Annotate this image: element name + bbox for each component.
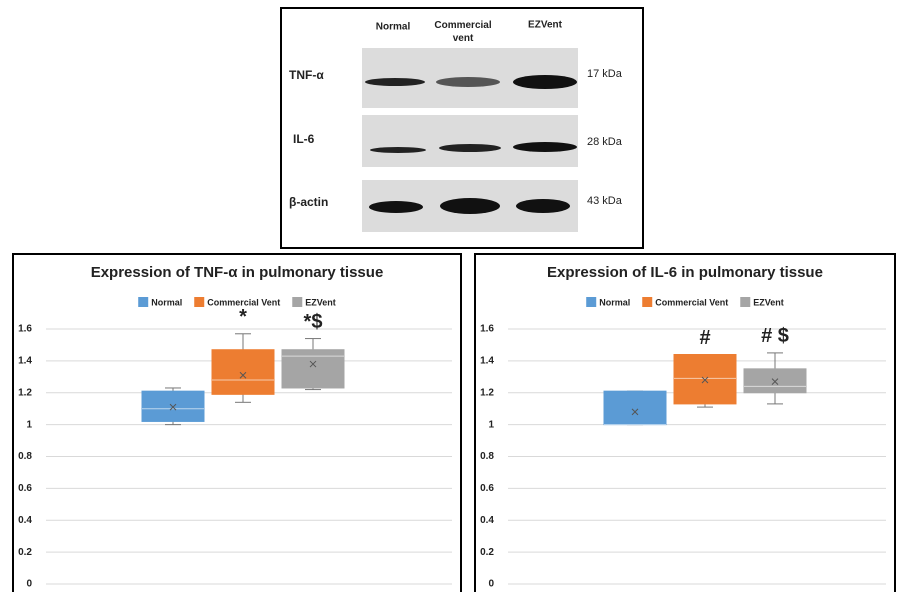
blot-size: 28 kDa — [587, 136, 623, 148]
box — [212, 350, 274, 395]
legend-swatch — [194, 297, 204, 307]
legend-swatch — [586, 297, 596, 307]
y-tick-label: 0.2 — [480, 547, 494, 558]
band — [436, 77, 500, 87]
blot-column: EZVent — [528, 20, 563, 31]
legend-swatch — [642, 297, 652, 307]
y-tick-label: 0.6 — [480, 483, 494, 494]
blot-row-label: TNF-α — [289, 68, 324, 82]
legend-label: Normal — [151, 297, 182, 307]
y-tick-label: 1.6 — [480, 324, 494, 335]
box — [604, 391, 666, 424]
legend-label: Commercial Vent — [655, 297, 728, 307]
significance: # $ — [761, 325, 789, 347]
box — [142, 391, 204, 421]
figure: Normal Commercialvent EZVent TNF-α IL-6 … — [0, 0, 901, 592]
band — [440, 198, 500, 214]
blot-size: 43 kDa — [587, 195, 623, 207]
blot-column: Normal — [376, 22, 411, 33]
y-tick-label: 0.6 — [18, 483, 32, 494]
significance: # — [699, 327, 710, 349]
page: Normal Commercialvent EZVent TNF-α IL-6 … — [0, 0, 901, 592]
band — [370, 147, 426, 153]
y-tick-label: 0 — [26, 579, 32, 590]
box — [744, 369, 806, 393]
y-tick-label: 1 — [488, 419, 494, 430]
blot-row-label: IL-6 — [293, 132, 315, 146]
blot-size: 17 kDa — [587, 68, 623, 80]
band — [365, 78, 425, 86]
chart-title: Expression of TNF-α in pulmonary tissue — [91, 264, 384, 281]
y-tick-label: 0 — [488, 579, 494, 590]
y-tick-label: 0.8 — [18, 451, 32, 462]
band — [369, 201, 423, 213]
legend-swatch — [740, 297, 750, 307]
chart-panel: Expression of IL-6 in pulmonary tissue 0 0… — [475, 254, 895, 592]
y-tick-label: 0.2 — [18, 547, 32, 558]
chart-title: Expression of IL-6 in pulmonary tissue — [547, 264, 823, 281]
band — [513, 142, 577, 152]
legend-label: Normal — [599, 297, 630, 307]
legend-label: EZVent — [753, 297, 784, 307]
y-tick-label: 0.4 — [18, 515, 32, 526]
band — [513, 75, 577, 89]
y-tick-label: 1.2 — [480, 387, 494, 398]
legend-swatch — [138, 297, 148, 307]
legend: Normal Commercial Vent EZVent — [586, 297, 784, 307]
band — [516, 199, 570, 213]
y-tick-label: 1 — [26, 419, 32, 430]
significance: *$ — [304, 311, 323, 333]
blot-row-label: β-actin — [289, 195, 328, 209]
legend-label: EZVent — [305, 297, 336, 307]
y-tick-label: 1.4 — [480, 356, 494, 367]
legend-swatch — [292, 297, 302, 307]
y-tick-label: 1.4 — [18, 356, 32, 367]
y-tick-label: 1.6 — [18, 324, 32, 335]
blot-strip — [362, 115, 578, 167]
y-tick-label: 0.8 — [480, 451, 494, 462]
significance: * — [239, 306, 247, 328]
box — [282, 350, 344, 388]
band — [439, 144, 501, 152]
chart-panel: Expression of TNF-α in pulmonary tissue 0… — [13, 254, 461, 592]
box — [674, 355, 736, 404]
y-tick-label: 1.2 — [18, 387, 32, 398]
y-tick-label: 0.4 — [480, 515, 494, 526]
